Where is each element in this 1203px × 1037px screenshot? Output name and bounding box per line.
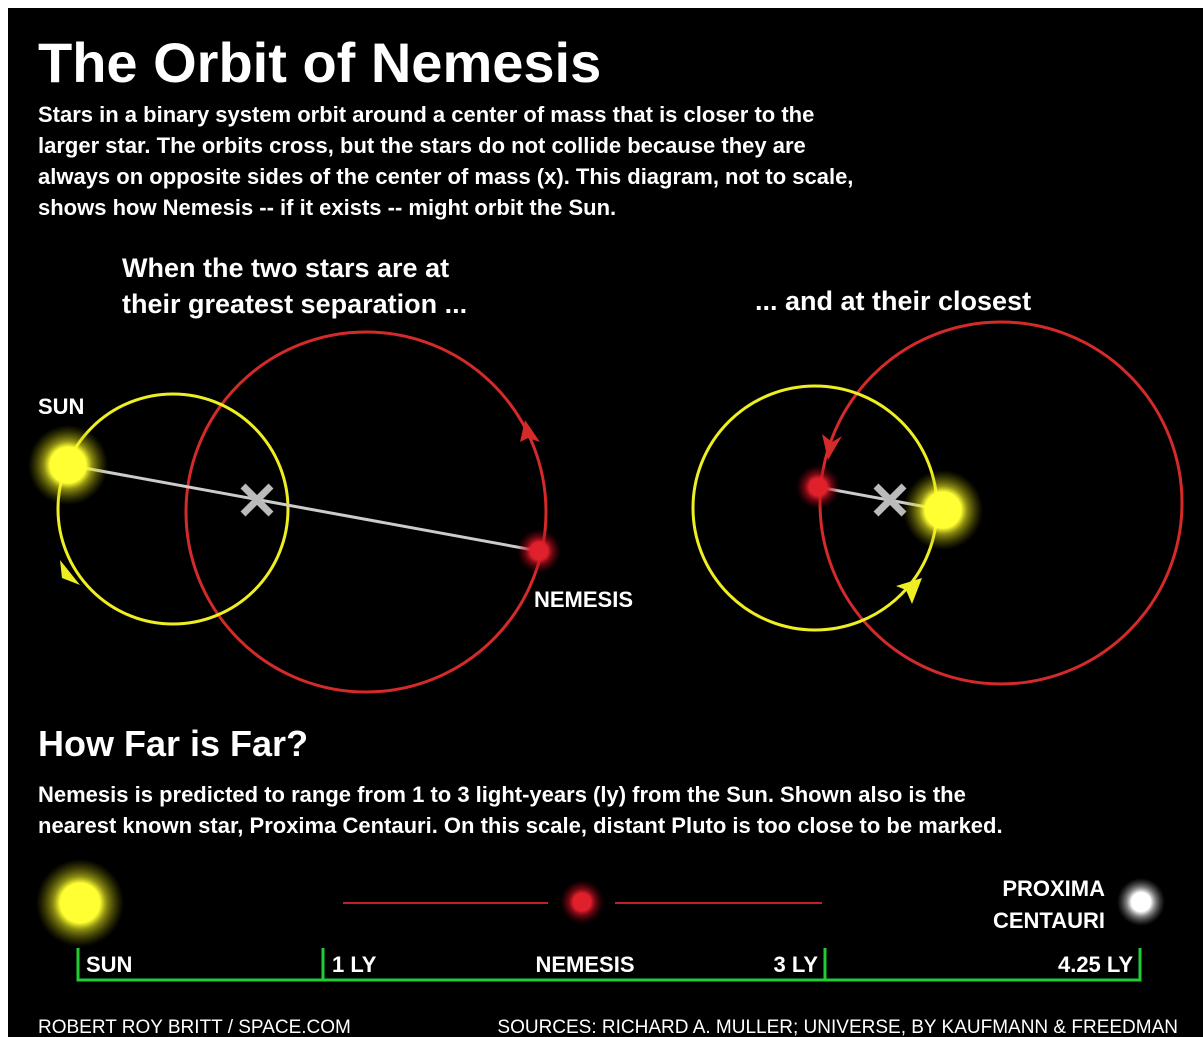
intro-line: always on opposite sides of the center o… bbox=[38, 164, 853, 189]
sun-label: SUN bbox=[38, 394, 84, 419]
caption: their greatest separation ... bbox=[122, 289, 467, 319]
intro-line: larger star. The orbits cross, but the s… bbox=[38, 133, 806, 158]
orbit-right bbox=[691, 320, 1184, 686]
proxima-label: PROXIMA bbox=[1002, 876, 1105, 901]
section-heading: How Far is Far? bbox=[38, 723, 308, 764]
section-text: Nemesis is predicted to range from 1 to … bbox=[38, 782, 966, 807]
orbit-left bbox=[28, 330, 561, 694]
proxima-label: CENTAURI bbox=[993, 908, 1105, 933]
scale-label: 1 LY bbox=[332, 952, 377, 977]
caption: ... and at their closest bbox=[755, 286, 1031, 316]
caption: When the two stars are at bbox=[122, 253, 449, 283]
section-text: nearest known star, Proxima Centauri. On… bbox=[38, 813, 1003, 838]
scale-label: 3 LY bbox=[774, 952, 819, 977]
scale-label: SUN bbox=[86, 952, 132, 977]
author-credit: ROBERT ROY BRITT / SPACE.COM bbox=[38, 1017, 351, 1037]
intro-line: Stars in a binary system orbit around a … bbox=[38, 102, 814, 127]
title: The Orbit of Nemesis bbox=[38, 31, 601, 94]
background bbox=[8, 8, 1203, 1037]
sources-credit: SOURCES: RICHARD A. MULLER; UNIVERSE, BY… bbox=[497, 1017, 1178, 1037]
distance-scale bbox=[36, 859, 1165, 982]
scale-label: NEMESIS bbox=[535, 952, 634, 977]
nemesis-label: NEMESIS bbox=[534, 587, 633, 612]
scale-label: 4.25 LY bbox=[1058, 952, 1133, 977]
intro-line: shows how Nemesis -- if it exists -- mig… bbox=[38, 195, 616, 220]
